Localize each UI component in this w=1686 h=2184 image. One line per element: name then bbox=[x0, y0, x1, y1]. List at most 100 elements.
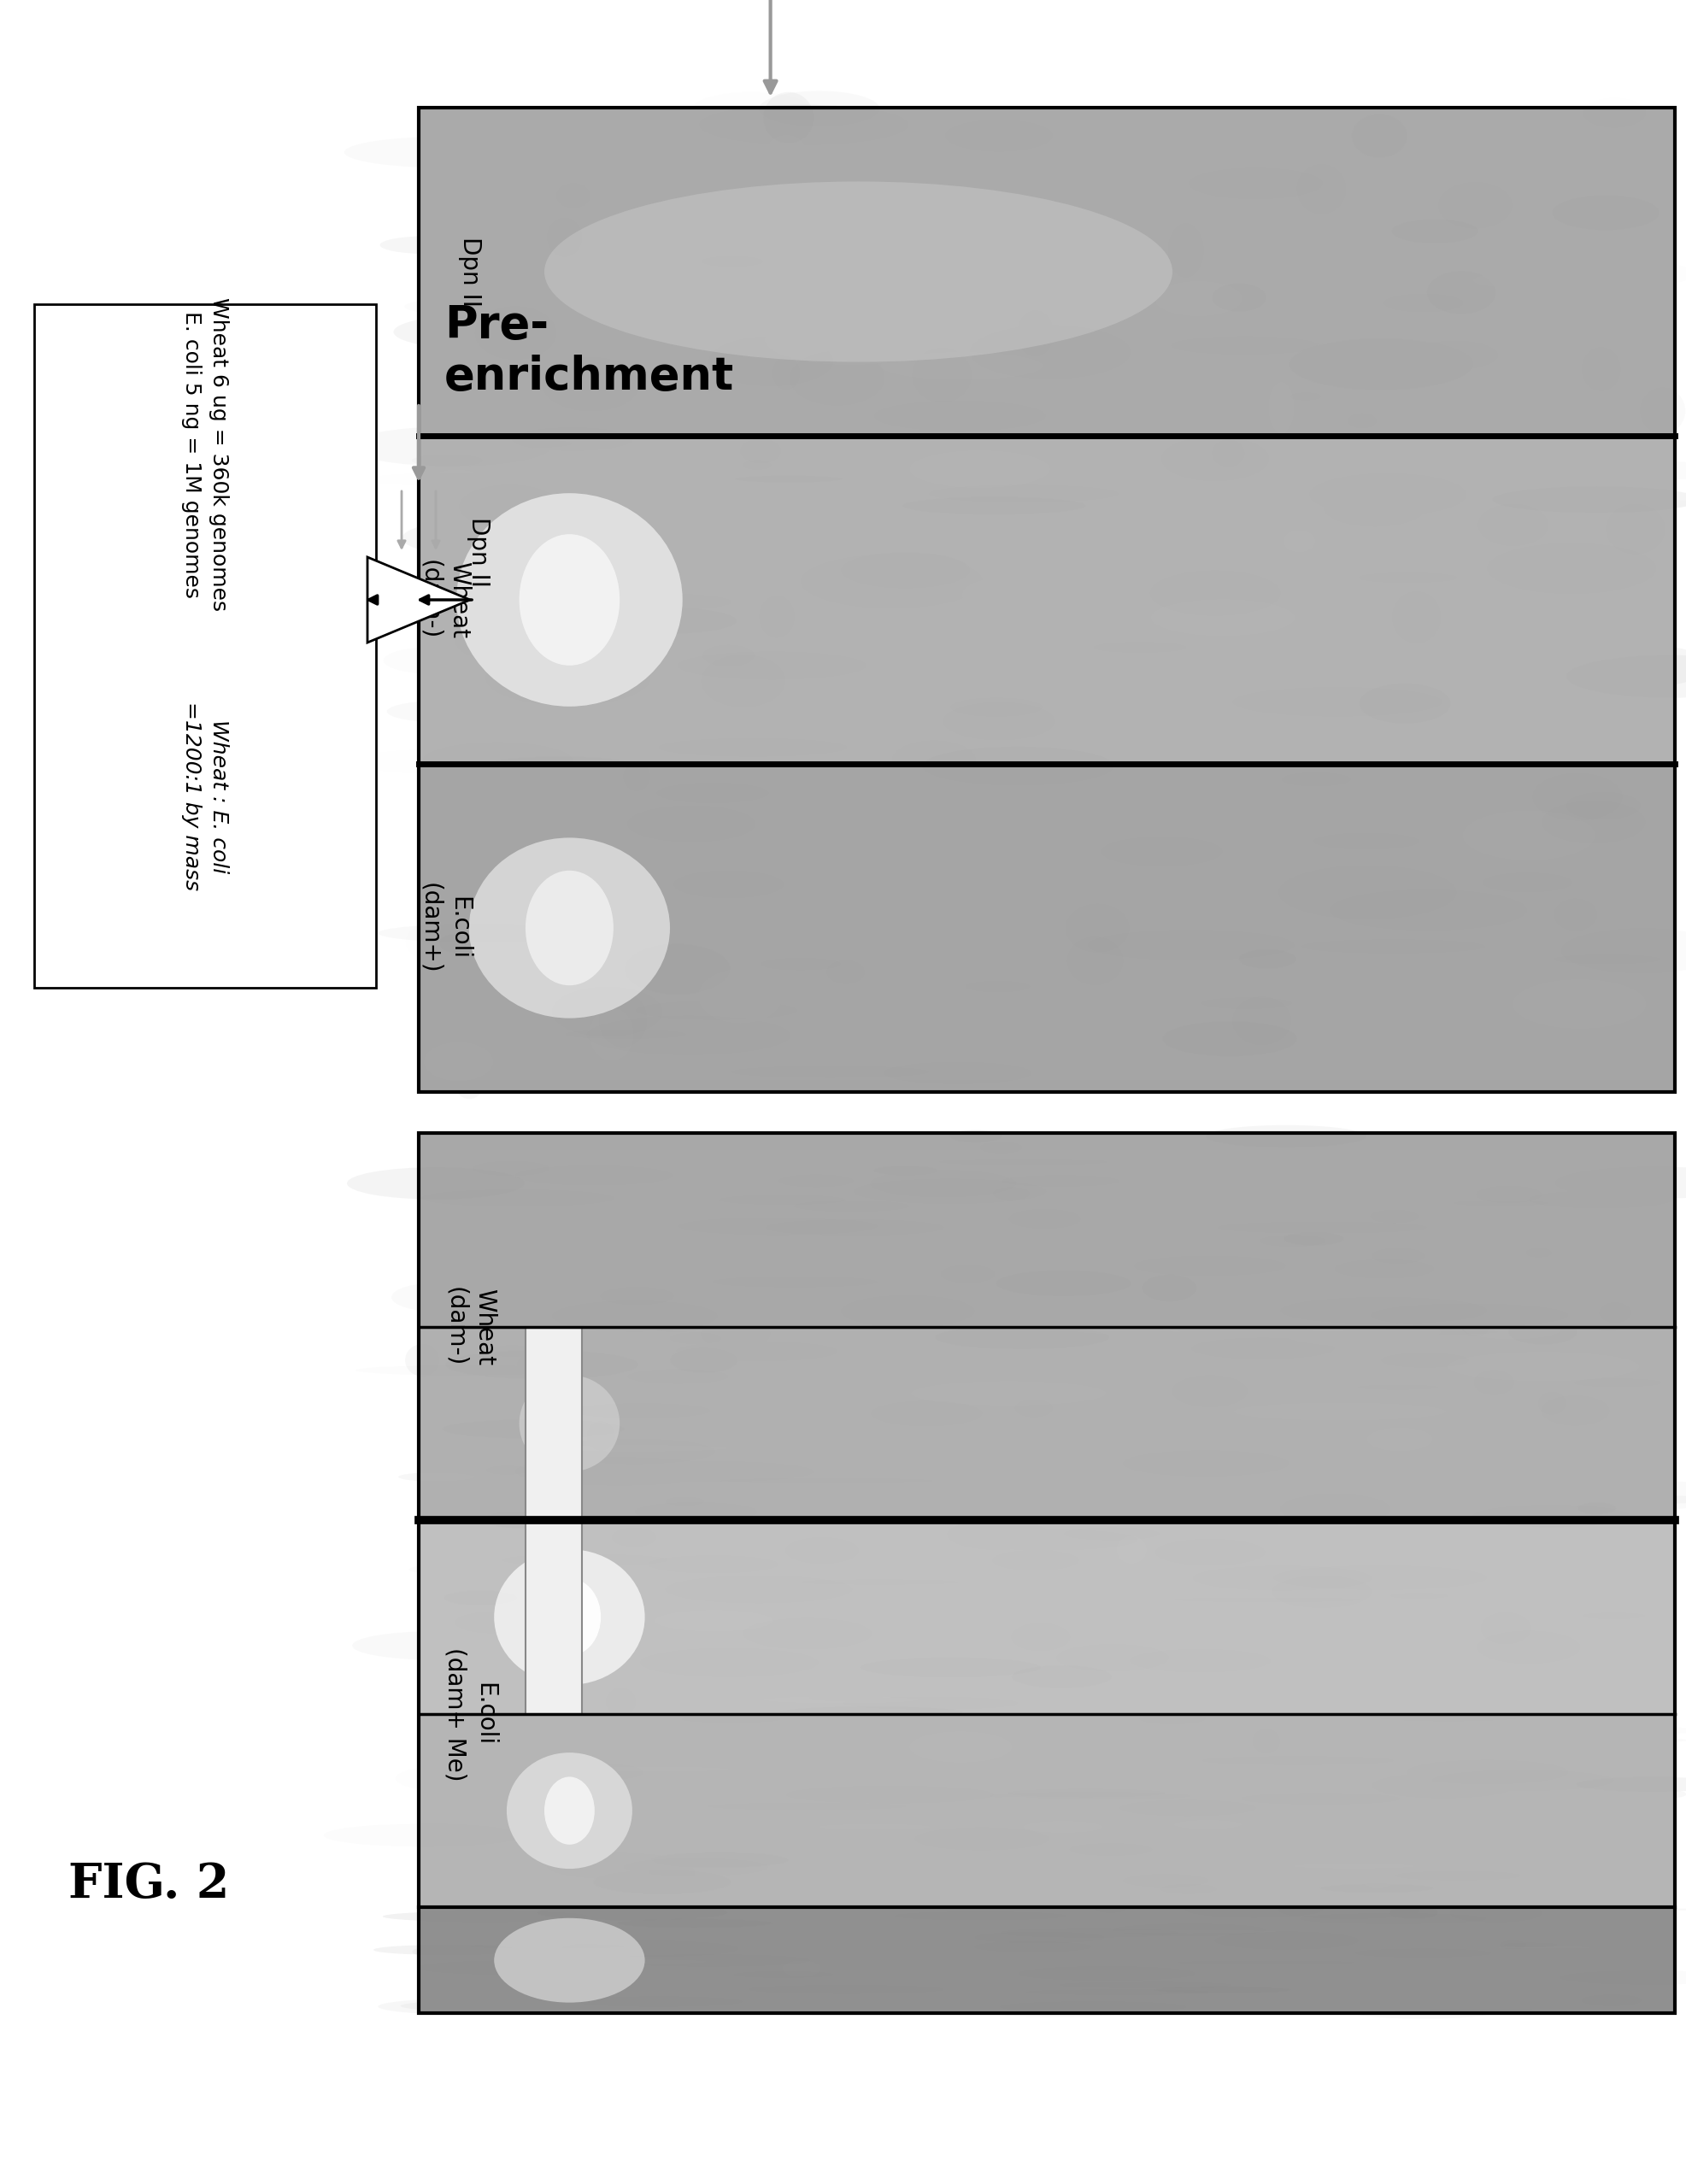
Ellipse shape bbox=[883, 1061, 1032, 1083]
Ellipse shape bbox=[1283, 1232, 1344, 1245]
Ellipse shape bbox=[1150, 570, 1280, 616]
Ellipse shape bbox=[1278, 865, 1457, 919]
Ellipse shape bbox=[762, 1697, 919, 1704]
Ellipse shape bbox=[1212, 400, 1391, 435]
Bar bbox=[418, 1714, 1674, 1907]
Ellipse shape bbox=[954, 1625, 1099, 1638]
Ellipse shape bbox=[841, 1140, 990, 1153]
Ellipse shape bbox=[1361, 1714, 1487, 1732]
Ellipse shape bbox=[998, 1671, 1170, 1693]
Ellipse shape bbox=[1281, 1297, 1487, 1324]
Ellipse shape bbox=[1290, 339, 1474, 391]
Ellipse shape bbox=[1484, 874, 1571, 891]
Ellipse shape bbox=[880, 352, 1044, 380]
Ellipse shape bbox=[759, 92, 880, 127]
Ellipse shape bbox=[1480, 1612, 1531, 1645]
Ellipse shape bbox=[1155, 282, 1243, 317]
Ellipse shape bbox=[393, 314, 580, 349]
Ellipse shape bbox=[1259, 1236, 1325, 1247]
Ellipse shape bbox=[1462, 810, 1595, 860]
Ellipse shape bbox=[1072, 1706, 1167, 1738]
Ellipse shape bbox=[469, 839, 669, 1018]
Ellipse shape bbox=[1504, 677, 1568, 688]
Ellipse shape bbox=[860, 1658, 1040, 1677]
Ellipse shape bbox=[1268, 382, 1295, 432]
Ellipse shape bbox=[627, 1369, 728, 1382]
Ellipse shape bbox=[1435, 1175, 1475, 1182]
Ellipse shape bbox=[902, 498, 1086, 515]
Ellipse shape bbox=[507, 1752, 632, 1870]
Ellipse shape bbox=[496, 1540, 639, 1570]
Ellipse shape bbox=[1391, 218, 1479, 242]
Ellipse shape bbox=[772, 356, 799, 389]
Ellipse shape bbox=[1369, 1710, 1529, 1721]
Ellipse shape bbox=[519, 535, 620, 666]
Ellipse shape bbox=[703, 644, 754, 666]
Ellipse shape bbox=[720, 1524, 762, 1546]
Bar bbox=[418, 764, 1674, 1092]
Ellipse shape bbox=[1554, 1166, 1686, 1199]
Ellipse shape bbox=[969, 325, 1130, 378]
Ellipse shape bbox=[1000, 2001, 1185, 2011]
Polygon shape bbox=[368, 557, 470, 642]
Ellipse shape bbox=[1526, 1249, 1551, 1258]
Ellipse shape bbox=[948, 1520, 1049, 1551]
Ellipse shape bbox=[607, 1461, 813, 1481]
Ellipse shape bbox=[445, 1350, 637, 1380]
Ellipse shape bbox=[538, 1579, 600, 1655]
Ellipse shape bbox=[1018, 310, 1054, 356]
Ellipse shape bbox=[701, 1317, 771, 1350]
Ellipse shape bbox=[691, 1955, 774, 1966]
Ellipse shape bbox=[1084, 437, 1165, 465]
Ellipse shape bbox=[398, 1472, 474, 1481]
Ellipse shape bbox=[432, 614, 513, 666]
Bar bbox=[418, 107, 1674, 1092]
Ellipse shape bbox=[909, 450, 1050, 489]
Ellipse shape bbox=[985, 1787, 1025, 1797]
Ellipse shape bbox=[1474, 1369, 1514, 1396]
Ellipse shape bbox=[445, 439, 572, 448]
Ellipse shape bbox=[1366, 1931, 1433, 1939]
Ellipse shape bbox=[1133, 402, 1264, 432]
Ellipse shape bbox=[1057, 1645, 1168, 1671]
Ellipse shape bbox=[883, 638, 1020, 673]
Ellipse shape bbox=[872, 1402, 981, 1426]
Ellipse shape bbox=[1394, 802, 1597, 841]
Ellipse shape bbox=[1094, 1249, 1121, 1278]
Ellipse shape bbox=[749, 1985, 944, 1994]
Ellipse shape bbox=[443, 1590, 518, 1605]
Ellipse shape bbox=[1607, 505, 1664, 555]
Text: Wheat
(dam-): Wheat (dam-) bbox=[418, 559, 470, 640]
Ellipse shape bbox=[411, 1944, 526, 1959]
Ellipse shape bbox=[1283, 531, 1315, 553]
Ellipse shape bbox=[764, 92, 814, 144]
Ellipse shape bbox=[1254, 1520, 1423, 1527]
Ellipse shape bbox=[575, 1996, 742, 2007]
Ellipse shape bbox=[487, 1465, 528, 1474]
Ellipse shape bbox=[796, 1826, 949, 1856]
Ellipse shape bbox=[710, 1599, 747, 1607]
Ellipse shape bbox=[619, 1754, 765, 1787]
Ellipse shape bbox=[1165, 871, 1349, 885]
Ellipse shape bbox=[378, 924, 580, 943]
Ellipse shape bbox=[1362, 1939, 1423, 1942]
Ellipse shape bbox=[457, 1767, 497, 1784]
Ellipse shape bbox=[454, 1066, 484, 1099]
Ellipse shape bbox=[457, 494, 683, 705]
Ellipse shape bbox=[961, 577, 1044, 612]
Ellipse shape bbox=[698, 970, 782, 1024]
Ellipse shape bbox=[585, 856, 622, 891]
Ellipse shape bbox=[516, 1457, 723, 1485]
Ellipse shape bbox=[841, 553, 969, 587]
Ellipse shape bbox=[988, 1546, 1114, 1575]
Ellipse shape bbox=[749, 2003, 801, 2011]
Ellipse shape bbox=[781, 1752, 855, 1784]
Ellipse shape bbox=[543, 1444, 728, 1452]
Ellipse shape bbox=[845, 1697, 1018, 1710]
Ellipse shape bbox=[1066, 904, 1130, 952]
Ellipse shape bbox=[1576, 1778, 1686, 1791]
Ellipse shape bbox=[791, 467, 836, 522]
Ellipse shape bbox=[910, 1380, 1106, 1406]
Ellipse shape bbox=[636, 1503, 757, 1520]
Ellipse shape bbox=[442, 1420, 624, 1439]
